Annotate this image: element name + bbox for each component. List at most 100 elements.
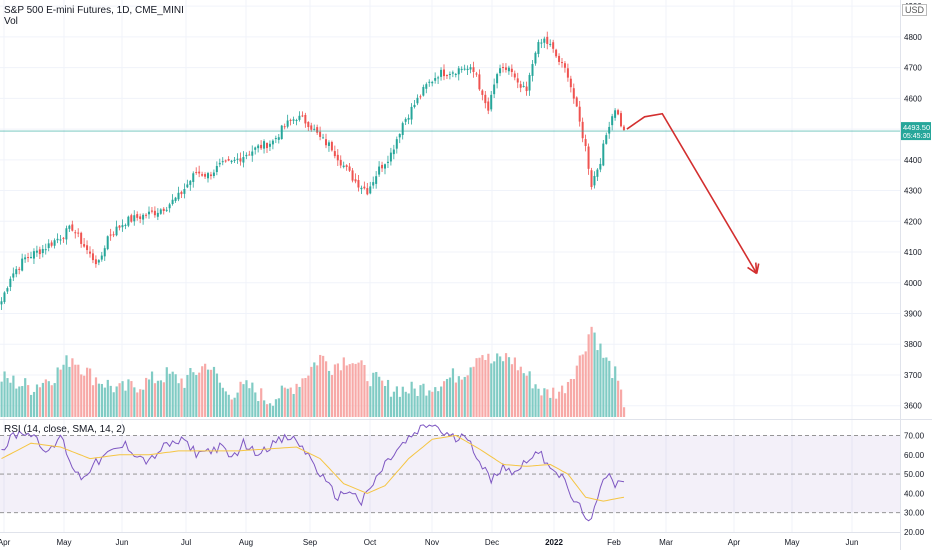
volume-bar <box>463 376 466 417</box>
volume-bar <box>127 379 130 417</box>
volume-bar <box>245 380 248 417</box>
candle-body <box>62 237 65 239</box>
candle-body <box>578 106 581 122</box>
candle-body <box>68 225 71 229</box>
candle-body <box>174 197 177 201</box>
candle-body <box>221 161 224 163</box>
volume-bar <box>38 387 42 417</box>
candle-body <box>316 127 319 133</box>
candle-body <box>159 209 162 214</box>
volume-bar <box>413 388 416 417</box>
candle-body <box>572 88 575 99</box>
volume-bar <box>572 379 575 417</box>
volume-bar <box>59 369 62 417</box>
candle-body <box>605 135 608 144</box>
candle-body <box>555 49 558 57</box>
volume-bar <box>168 373 171 417</box>
candle-body <box>0 301 3 305</box>
symbol-legend[interactable]: S&P 500 E-mini Futures, 1D, CME_MINI <box>4 5 184 16</box>
arrow-head-1 <box>747 266 758 275</box>
volume-bar <box>410 381 413 417</box>
price-tick-label: 4800 <box>904 33 922 42</box>
last-price-value: 4493.50 <box>903 123 930 132</box>
candle-body <box>298 115 301 120</box>
candle-body <box>289 119 292 121</box>
volume-bar <box>561 385 564 417</box>
candle-body <box>183 189 186 194</box>
candle-body <box>307 122 310 128</box>
price-tick-label: 3800 <box>904 340 922 349</box>
candle-body <box>566 68 569 78</box>
candle-body <box>608 126 611 134</box>
candle-body <box>348 166 351 171</box>
candle-body <box>327 142 330 146</box>
time-tick-label: Nov <box>425 538 439 547</box>
candle-body <box>330 142 333 151</box>
volume-bar <box>21 386 24 417</box>
volume-bar <box>481 355 484 417</box>
volume-bar <box>419 385 422 417</box>
volume-bar <box>124 390 127 417</box>
volume-bar <box>425 395 428 417</box>
rsi-legend[interactable]: RSI (14, close, SMA, 14, 2) <box>4 424 126 435</box>
candle-body <box>103 248 106 257</box>
volume-bar <box>543 388 546 417</box>
candle-body <box>310 125 313 130</box>
volume-bar <box>322 355 325 417</box>
volume-bar <box>590 326 593 417</box>
volume-bar <box>522 373 525 417</box>
volume-bar <box>354 363 357 417</box>
candle-body <box>528 75 531 91</box>
volume-bar <box>62 364 65 417</box>
candle-body <box>620 113 622 127</box>
candle-body <box>587 146 590 169</box>
time-tick-label: Aug <box>239 538 253 547</box>
last-price-countdown: 05:45:30 <box>903 133 930 140</box>
volume-bar <box>100 383 103 417</box>
volume-bar <box>15 388 18 417</box>
volume-bar <box>327 370 331 417</box>
candle-body <box>401 123 404 136</box>
volume-bar <box>286 388 289 417</box>
candle-body <box>369 186 372 194</box>
volume-bar <box>620 389 623 417</box>
candle-body <box>504 67 507 70</box>
volume-bar <box>83 375 86 417</box>
volume-legend[interactable]: Vol <box>4 16 18 27</box>
candle-body <box>77 232 80 234</box>
candle-body <box>333 151 336 157</box>
volume-bar <box>41 382 44 417</box>
volume-bar <box>150 371 154 417</box>
candle-body <box>381 164 384 169</box>
candle-body <box>248 154 251 156</box>
projection-path <box>626 112 758 274</box>
volume-bar <box>351 363 354 417</box>
volume-bar <box>242 384 245 417</box>
price-tick-label: 4000 <box>904 279 922 288</box>
candle-body <box>602 143 605 166</box>
candle-body <box>86 245 89 251</box>
volume-bar <box>510 364 514 417</box>
candle-body <box>162 208 165 211</box>
volume-bar <box>369 386 372 417</box>
volume-bar <box>569 378 573 417</box>
volume-bar <box>251 382 254 417</box>
volume-bar <box>289 387 292 417</box>
candle-body <box>109 234 112 236</box>
volume-bar <box>392 391 396 417</box>
volume-bar <box>454 382 457 417</box>
candle-body <box>552 42 555 49</box>
candle-body <box>322 137 325 139</box>
candle-body <box>516 78 519 83</box>
volume-bar <box>56 367 59 417</box>
volume-bar <box>596 350 599 417</box>
candle-body <box>6 288 9 292</box>
candle-body <box>392 149 395 155</box>
volume-bar <box>563 393 567 417</box>
candle-body <box>224 160 227 162</box>
candle-body <box>233 159 236 161</box>
volume-bar <box>186 374 189 417</box>
candle-body <box>180 191 183 195</box>
